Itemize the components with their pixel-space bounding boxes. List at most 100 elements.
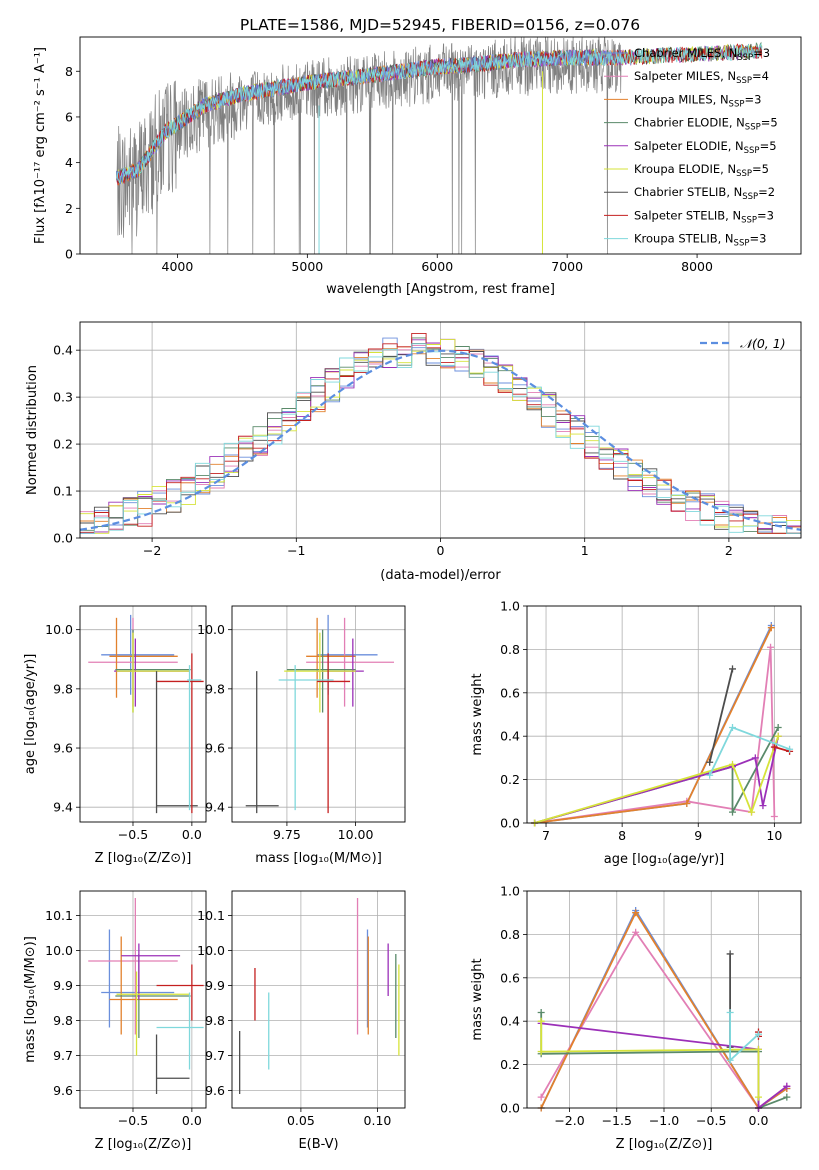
mass-vs-metallicity-panel: −0.5 0.0 9.6 9.7 9.8 9.9 10.0 10.1 Z [log₁₀(Z/Z⊙…: [23, 890, 207, 1152]
normal-reference-curve: [80, 349, 801, 531]
legend-label: Salpeter MILES, NSSP=4: [634, 69, 769, 86]
legend-ssp-count: =3: [749, 232, 766, 246]
data-point-marker: [767, 624, 775, 632]
x-tick-label: 9.75: [273, 827, 301, 842]
x-tick-label: 5000: [291, 259, 323, 274]
legend-label: 𝒩(0, 1): [740, 336, 786, 351]
x-tick-label: 2: [725, 543, 733, 558]
x-tick-label: 0: [437, 543, 445, 558]
data-point-marker: [748, 808, 756, 816]
y-tick-label: 0.1: [53, 484, 73, 499]
data-point-marker: [706, 758, 714, 766]
data-point-marker: [754, 1030, 762, 1038]
data-point-marker: [774, 732, 782, 740]
legend-ssp-count: =3: [744, 92, 761, 106]
y-tick-label: 0.2: [500, 772, 520, 787]
y-tick-label: 9.9: [53, 978, 73, 993]
x-tick-label: 0.0: [749, 1113, 769, 1128]
legend-ssp-count: =2: [758, 185, 775, 199]
x-axis-label: E(B-V): [298, 1137, 338, 1152]
legend-model-name: Kroupa MILES, N: [634, 92, 729, 106]
y-tick-label: 9.4: [205, 800, 225, 815]
axes-frame: [526, 890, 802, 1109]
data-point-marker: [783, 1093, 791, 1101]
y-tick-label: 9.6: [53, 1083, 73, 1098]
legend-ssp-count: =5: [752, 162, 769, 176]
y-tick-label: 9.8: [53, 1013, 73, 1028]
mass-weight-series: [534, 625, 773, 823]
y-tick-label: 2: [65, 201, 73, 216]
y-tick-label: 0: [65, 247, 73, 262]
data-point-marker: [729, 808, 736, 816]
mass-weight-series: [534, 735, 780, 823]
legend-ssp-count: =5: [760, 139, 777, 153]
y-axis-label: mass [log₁₀(M/M⊙)]: [23, 936, 38, 1063]
legend-subscript: SSP: [734, 239, 750, 249]
legend-ssp-count: =5: [761, 116, 778, 130]
axes-frame: [231, 890, 406, 1109]
x-tick-label: 6000: [421, 259, 453, 274]
y-tick-label: 10.0: [197, 622, 225, 637]
legend-subscript: SSP: [744, 146, 760, 156]
y-tick-label: 9.4: [53, 800, 73, 815]
mass-weight-vs-age-panel: 7 8 9 10 0.0 0.2 0.4 0.6 0.8 1.0 age [log₁₀(age/yr…: [470, 599, 802, 867]
x-tick-label: 0.0: [182, 827, 202, 842]
y-tick-label: 0.2: [53, 437, 73, 452]
y-axis-label: Flux [fλ10⁻¹⁷ erg cm⁻² s⁻¹ A⁻¹]: [33, 47, 48, 244]
x-tick-label: −1.0: [649, 1113, 679, 1128]
y-tick-label: 0.8: [500, 927, 520, 942]
x-tick-label: −1.5: [602, 1113, 632, 1128]
x-tick-label: −2.0: [554, 1113, 584, 1128]
data-point-marker: [706, 771, 714, 779]
y-axis-label: age [log₁₀(age/yr)]: [23, 654, 38, 775]
x-axis-label: wavelength [Angstrom, rest frame]: [326, 282, 555, 297]
figure-title: PLATE=1586, MJD=52945, FIBERID=0156, z=0…: [240, 16, 640, 34]
x-axis-label: Z [log₁₀(Z/Z⊙)]: [616, 1137, 713, 1152]
x-tick-label: −0.5: [696, 1113, 726, 1128]
y-tick-label: 0.4: [53, 343, 73, 358]
legend-subscript: SSP: [736, 169, 752, 179]
x-tick-label: −0.5: [118, 1113, 148, 1128]
data-point-marker: [767, 643, 775, 651]
y-tick-label: 10.1: [197, 908, 225, 923]
mass-weight-series: [774, 746, 790, 753]
histogram-series: [80, 343, 801, 534]
axes-frame: [79, 605, 207, 823]
x-tick-label: 8000: [681, 259, 713, 274]
y-tick-label: 9.9: [205, 978, 225, 993]
y-tick-label: 10.1: [45, 908, 73, 923]
legend-model-name: Kroupa STELIB, N: [634, 232, 734, 246]
data-point-marker: [537, 1048, 545, 1056]
x-axis-label: (data-model)/error: [380, 568, 501, 583]
y-tick-label: 9.8: [205, 681, 225, 696]
x-tick-label: −2: [143, 543, 161, 558]
axes-frame: [79, 890, 207, 1109]
data-point-marker: [683, 799, 691, 807]
legend-model-name: Salpeter MILES, N: [634, 69, 736, 83]
y-tick-label: 0.0: [53, 531, 73, 546]
x-tick-label: −1: [287, 543, 305, 558]
mass-weight-series: [534, 647, 776, 823]
y-axis-label: mass weight: [470, 673, 485, 755]
mass-weight-vs-metallicity-panel: −2.0 −1.5 −1.0 −0.5 0.0 0.0 0.2 0.4 0.6 0.8 1.0 Z […: [470, 884, 802, 1152]
y-tick-label: 0.4: [500, 1014, 520, 1029]
legend-model-name: Chabrier STELIB, N: [634, 185, 742, 199]
y-tick-label: 0.4: [500, 729, 520, 744]
legend-model-name: Salpeter STELIB, N: [634, 208, 741, 222]
legend-ssp-count: =3: [757, 208, 774, 222]
data-point-marker: [770, 812, 778, 820]
legend-label: Kroupa MILES, NSSP=3: [634, 92, 761, 109]
model-spectrum-line: [116, 43, 763, 183]
data-point-marker: [632, 909, 640, 917]
y-tick-label: 1.0: [500, 884, 520, 899]
residual-histogram-panel: −2 −1 0 1 2 0.0 0.1 0.2 0.3 0.4 (data-model)/error…: [25, 321, 802, 583]
y-axis-label: Normed distribution: [25, 365, 40, 495]
data-point-marker: [783, 1082, 791, 1090]
mass-weight-series: [540, 1021, 760, 1098]
x-tick-label: 10.00: [338, 827, 374, 842]
data-point-marker: [726, 1056, 734, 1064]
x-axis-label: Z [log₁₀(Z/Z⊙)]: [95, 851, 192, 866]
legend-label: Kroupa STELIB, NSSP=3: [634, 232, 766, 249]
x-tick-label: 0.10: [364, 1113, 392, 1128]
y-tick-label: 10.0: [45, 622, 73, 637]
